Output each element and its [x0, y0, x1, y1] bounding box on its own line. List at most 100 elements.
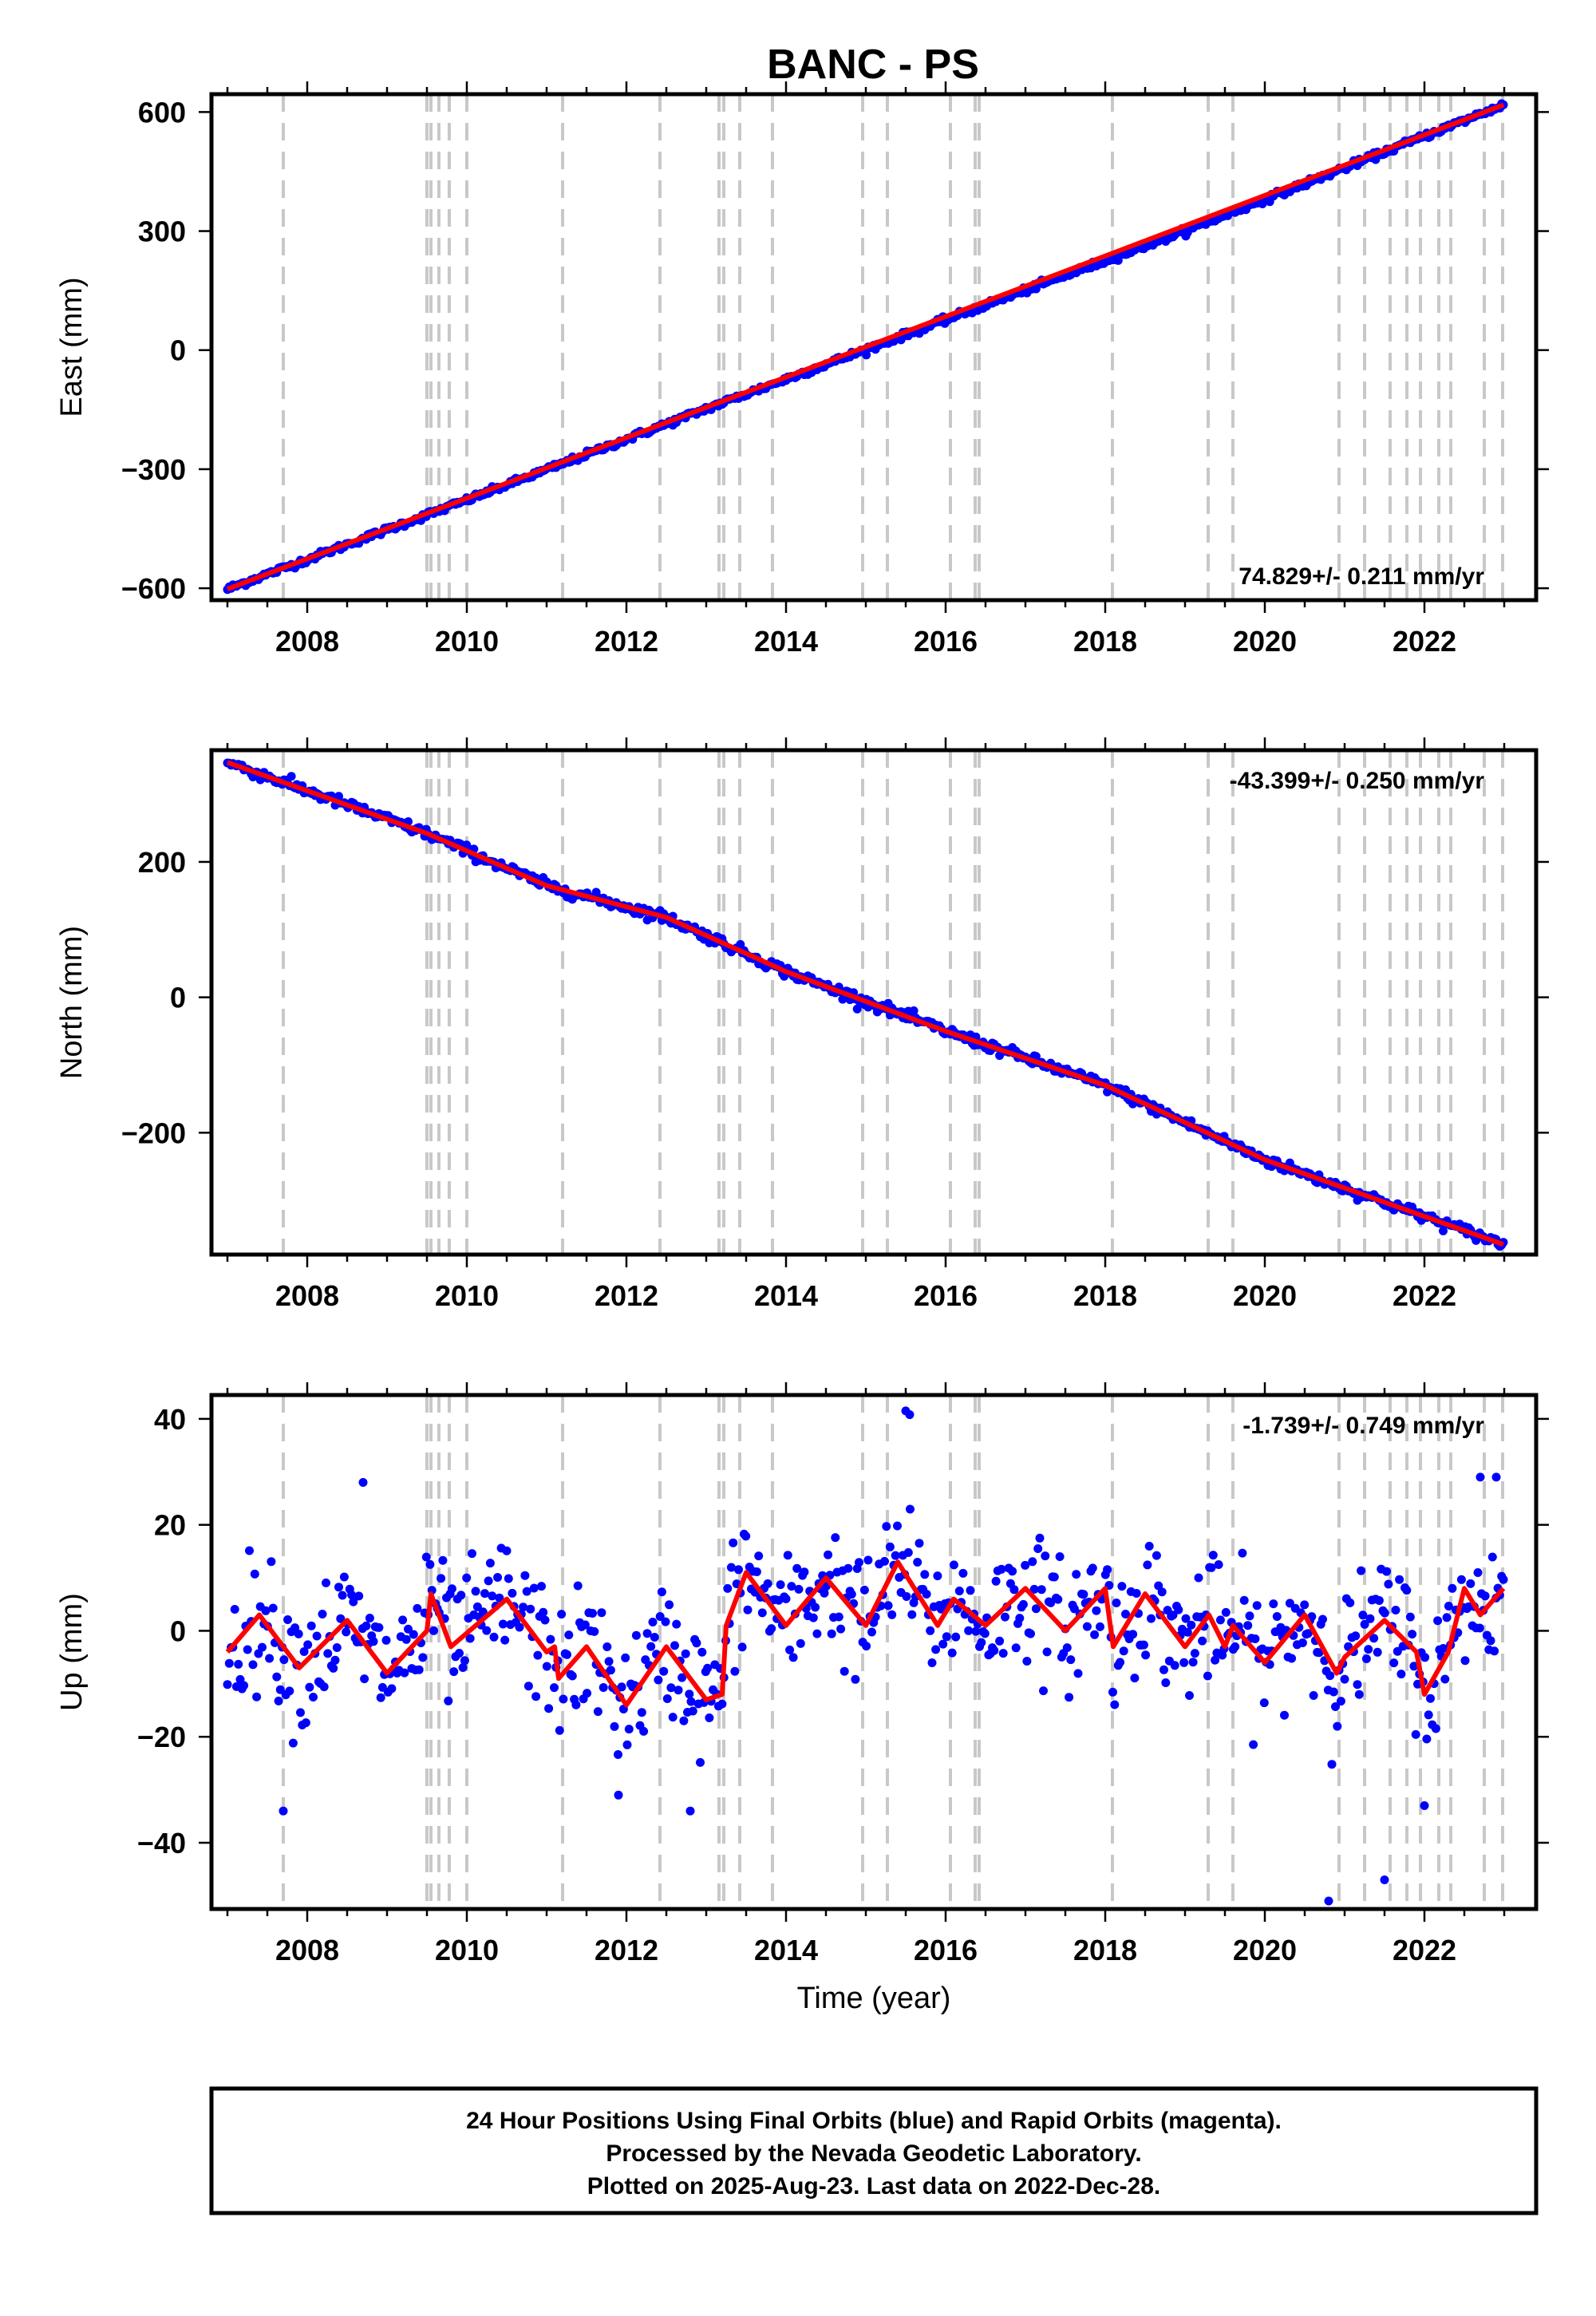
data-point	[400, 1668, 409, 1678]
data-point	[468, 1549, 476, 1559]
data-point	[1361, 1654, 1371, 1663]
y-tick-label: −20	[137, 1721, 186, 1753]
data-point	[365, 1614, 374, 1622]
data-point	[239, 1681, 249, 1690]
y-tick-label: −300	[121, 453, 186, 486]
data-point	[839, 1666, 849, 1676]
data-point	[931, 1645, 941, 1654]
data-point	[717, 1699, 727, 1709]
x-tick-label: 2008	[275, 1279, 339, 1312]
data-point	[737, 1642, 747, 1652]
panel-north: 2008 2010 2012 2014 2016 2018 2020 2022 −200 0 200…	[55, 737, 1549, 1312]
data-point	[1298, 1638, 1307, 1647]
data-point	[1373, 1647, 1382, 1657]
data-point	[1331, 1702, 1340, 1711]
data-point	[977, 1638, 986, 1647]
data-point	[1442, 1613, 1452, 1622]
data-point	[1128, 1630, 1138, 1639]
data-point	[907, 1610, 917, 1619]
data-point	[305, 1682, 314, 1692]
data-point	[847, 1590, 856, 1599]
data-point	[444, 1696, 453, 1705]
y-tick-label: 20	[154, 1509, 186, 1542]
data-point	[1314, 1648, 1324, 1658]
data-point	[456, 1591, 466, 1600]
data-point	[741, 1531, 751, 1541]
data-point	[811, 1603, 820, 1612]
x-tick-label: 2010	[435, 1279, 499, 1312]
data-point	[1001, 1612, 1009, 1622]
data-point	[318, 1610, 327, 1618]
data-point	[1448, 1583, 1457, 1593]
y-axis-label: Up (mm)	[55, 1593, 89, 1711]
data-point	[418, 1653, 428, 1662]
data-point	[1121, 1610, 1130, 1618]
data-point	[666, 1683, 676, 1693]
data-point	[913, 1558, 922, 1567]
data-point	[1188, 1658, 1198, 1667]
x-tick-label: 2010	[435, 625, 499, 658]
data-point	[610, 1721, 619, 1731]
data-point	[604, 1657, 614, 1666]
data-point	[971, 1626, 981, 1636]
data-point	[1480, 1591, 1490, 1601]
data-point	[299, 1647, 309, 1656]
data-point	[1411, 1729, 1420, 1739]
data-point	[526, 1604, 535, 1614]
data-point	[1147, 1614, 1156, 1623]
data-point	[1168, 1611, 1178, 1620]
y-tick-label: 600	[138, 96, 186, 128]
data-point	[488, 1591, 497, 1601]
x-tick-label: 2020	[1233, 1934, 1297, 1966]
data-point	[990, 1646, 999, 1655]
data-point	[409, 1630, 418, 1639]
data-point	[1161, 1678, 1171, 1687]
data-point	[1170, 1661, 1179, 1670]
data-point	[1364, 1645, 1373, 1654]
data-point	[1239, 1595, 1249, 1605]
plot-frame	[209, 92, 1539, 603]
data-point	[1439, 1226, 1448, 1235]
data-point	[763, 1579, 772, 1588]
data-point	[1207, 1563, 1216, 1572]
data-point	[1139, 1640, 1148, 1650]
data-point	[1144, 1541, 1154, 1551]
data-point	[1108, 1687, 1117, 1697]
footer-frame	[209, 2086, 1539, 2215]
data-point	[480, 1589, 489, 1599]
data-point	[484, 1576, 493, 1586]
data-point	[597, 1608, 606, 1618]
data-point	[559, 1694, 568, 1704]
data-point	[338, 1591, 347, 1600]
data-point	[1231, 1642, 1240, 1651]
data-point	[1466, 1579, 1476, 1588]
x-tick-label: 2020	[1233, 1279, 1297, 1312]
data-point	[1152, 1551, 1161, 1560]
data-point	[654, 1675, 663, 1685]
data-point	[1369, 1634, 1379, 1643]
data-point	[882, 1522, 891, 1531]
data-point	[274, 1696, 283, 1705]
data-point	[1037, 1585, 1046, 1595]
data-point	[783, 1551, 792, 1560]
data-point	[705, 1713, 714, 1722]
data-point	[862, 1642, 871, 1651]
data-point	[1112, 1599, 1121, 1607]
data-point	[588, 1609, 597, 1618]
data-point	[296, 1708, 305, 1717]
y-tick-label: −40	[137, 1827, 186, 1860]
data-point	[752, 1567, 761, 1576]
data-point	[462, 1573, 472, 1583]
data-point	[1018, 1599, 1028, 1609]
y-tick-label: 200	[138, 846, 186, 879]
data-point	[336, 1614, 346, 1623]
data-point	[381, 1635, 391, 1645]
data-point	[1309, 1691, 1318, 1700]
data-point	[425, 1559, 435, 1569]
data-point	[485, 1559, 495, 1568]
data-point	[1011, 1643, 1021, 1653]
data-point	[557, 1610, 567, 1619]
data-point	[617, 1682, 626, 1692]
data-point	[672, 1619, 681, 1629]
